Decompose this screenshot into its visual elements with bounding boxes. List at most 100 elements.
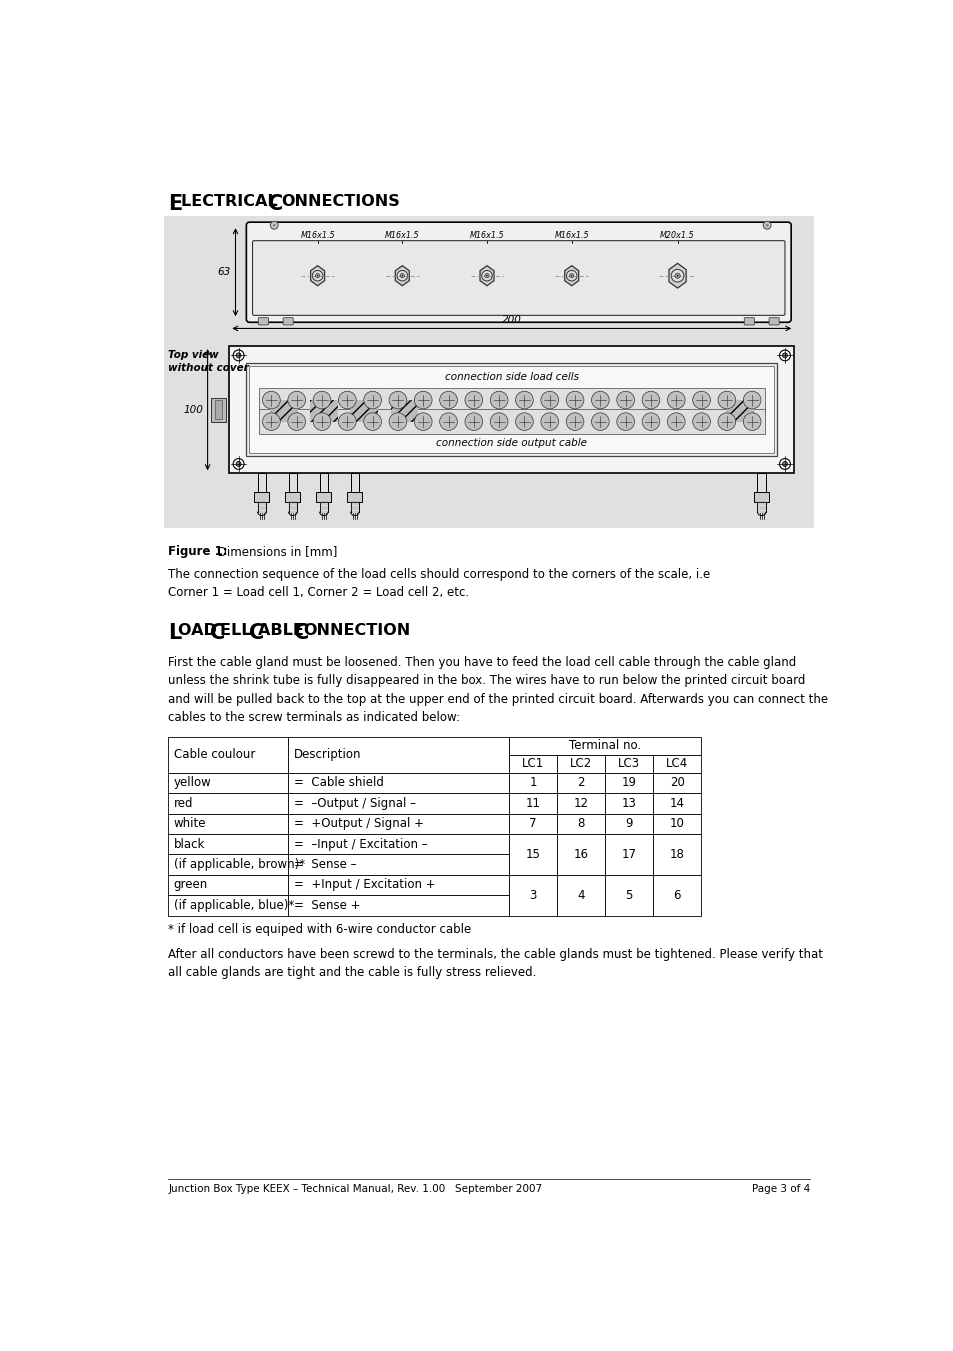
- Text: 18: 18: [669, 848, 684, 861]
- Bar: [310, 400, 337, 422]
- Text: yellow: yellow: [173, 777, 211, 789]
- Text: ELL: ELL: [220, 623, 257, 638]
- Text: M16x1.5: M16x1.5: [300, 231, 335, 239]
- Bar: [288, 854, 509, 874]
- Text: 7: 7: [529, 817, 537, 831]
- Text: LC4: LC4: [665, 757, 688, 770]
- Circle shape: [288, 392, 305, 409]
- Bar: [288, 896, 509, 916]
- Bar: [653, 834, 700, 874]
- Bar: [725, 400, 753, 422]
- FancyBboxPatch shape: [754, 492, 768, 503]
- Circle shape: [313, 413, 331, 431]
- FancyBboxPatch shape: [768, 317, 779, 326]
- Circle shape: [692, 392, 710, 409]
- Text: 5: 5: [625, 889, 632, 901]
- Circle shape: [591, 413, 609, 431]
- Text: M16x1.5: M16x1.5: [469, 231, 504, 239]
- Text: connection side output cable: connection side output cable: [436, 438, 587, 447]
- FancyBboxPatch shape: [283, 317, 293, 326]
- Bar: [604, 813, 653, 834]
- Circle shape: [288, 413, 305, 431]
- Circle shape: [481, 270, 492, 281]
- FancyBboxPatch shape: [258, 317, 268, 326]
- Text: 11: 11: [525, 797, 540, 809]
- Text: LC3: LC3: [618, 757, 639, 770]
- FancyBboxPatch shape: [214, 400, 222, 419]
- Text: After all conductors have been screwd to the terminals, the cable glands must be: After all conductors have been screwd to…: [168, 948, 822, 979]
- Bar: [604, 755, 653, 773]
- Circle shape: [781, 353, 786, 358]
- Text: =  Cable shield: = Cable shield: [294, 777, 383, 789]
- Text: C: C: [210, 623, 225, 643]
- Text: C: C: [249, 623, 264, 643]
- Circle shape: [338, 413, 355, 431]
- Text: 20: 20: [669, 777, 684, 789]
- Bar: [288, 773, 509, 793]
- Circle shape: [414, 392, 432, 409]
- Text: ONNECTION: ONNECTION: [303, 623, 410, 638]
- Bar: [557, 874, 604, 916]
- Circle shape: [515, 413, 533, 431]
- Circle shape: [565, 392, 583, 409]
- Bar: [249, 366, 773, 453]
- Circle shape: [273, 224, 275, 227]
- Text: ABLE: ABLE: [258, 623, 310, 638]
- Circle shape: [540, 392, 558, 409]
- Circle shape: [439, 413, 456, 431]
- Bar: [653, 773, 700, 793]
- Text: M16x1.5: M16x1.5: [554, 231, 588, 239]
- Circle shape: [641, 413, 659, 431]
- Bar: [164, 216, 813, 528]
- Text: 100: 100: [183, 405, 203, 415]
- Circle shape: [439, 392, 456, 409]
- Circle shape: [617, 392, 634, 409]
- Bar: [509, 755, 557, 773]
- Circle shape: [591, 392, 609, 409]
- Circle shape: [667, 392, 684, 409]
- Bar: [350, 400, 377, 422]
- Circle shape: [742, 392, 760, 409]
- Text: 200: 200: [501, 315, 521, 326]
- Text: C: C: [294, 623, 309, 643]
- Circle shape: [262, 413, 280, 431]
- Text: M16x1.5: M16x1.5: [385, 231, 419, 239]
- Bar: [288, 813, 509, 834]
- Bar: [653, 813, 700, 834]
- Text: 4: 4: [577, 889, 584, 901]
- Text: ONNECTIONS: ONNECTIONS: [280, 193, 399, 208]
- Bar: [509, 874, 557, 916]
- Text: =  Sense +: = Sense +: [294, 898, 359, 912]
- Text: 10: 10: [669, 817, 684, 831]
- Circle shape: [617, 413, 634, 431]
- Text: red: red: [173, 797, 193, 809]
- Text: Top view
without cover: Top view without cover: [168, 350, 249, 373]
- Circle shape: [781, 462, 786, 466]
- Bar: [168, 773, 288, 793]
- Text: * if load cell is equiped with 6-wire conductor cable: * if load cell is equiped with 6-wire co…: [168, 923, 471, 936]
- Circle shape: [233, 350, 244, 361]
- Circle shape: [312, 270, 322, 281]
- Bar: [168, 834, 288, 854]
- Bar: [653, 755, 700, 773]
- Circle shape: [315, 273, 319, 278]
- Circle shape: [363, 413, 381, 431]
- Text: Dimensions in [mm]: Dimensions in [mm]: [214, 544, 337, 558]
- Circle shape: [718, 413, 735, 431]
- Text: 8: 8: [577, 817, 584, 831]
- Circle shape: [270, 222, 278, 230]
- Text: 3: 3: [529, 889, 537, 901]
- Circle shape: [414, 413, 432, 431]
- Text: =  +Input / Excitation +: = +Input / Excitation +: [294, 878, 435, 892]
- Bar: [390, 400, 418, 422]
- Text: 63: 63: [217, 267, 231, 277]
- Circle shape: [667, 413, 684, 431]
- Text: The connection sequence of the load cells should correspond to the corners of th: The connection sequence of the load cell…: [168, 567, 710, 600]
- Bar: [258, 388, 764, 412]
- Circle shape: [399, 273, 404, 278]
- Circle shape: [464, 392, 482, 409]
- Circle shape: [765, 224, 768, 227]
- Text: connection side load cells: connection side load cells: [444, 373, 578, 382]
- Bar: [509, 813, 557, 834]
- Bar: [604, 793, 653, 813]
